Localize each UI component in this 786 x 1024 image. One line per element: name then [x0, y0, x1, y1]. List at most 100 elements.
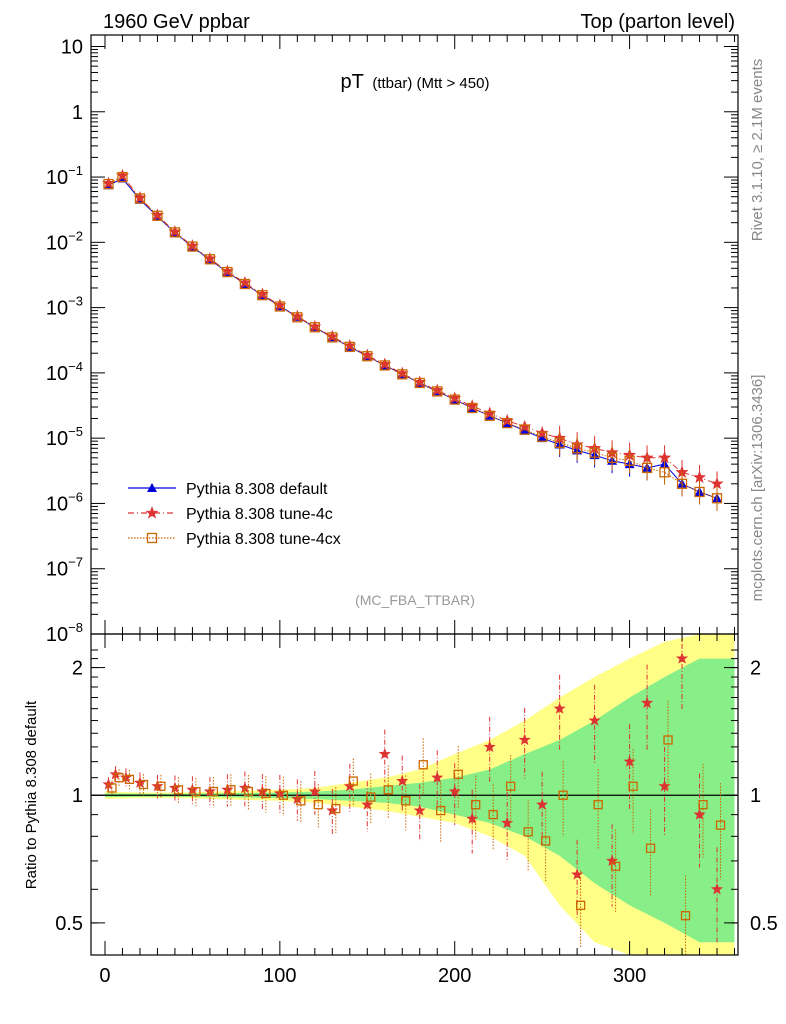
- ratio-point: [296, 796, 306, 806]
- data-point: [659, 467, 670, 478]
- y-tick-label: 1: [72, 102, 83, 124]
- y-tick-label: 10−6: [46, 489, 83, 515]
- data-point: [694, 486, 705, 498]
- data-point: [327, 332, 338, 343]
- data-point: [606, 452, 618, 463]
- y-tick-label: 0.5: [55, 913, 83, 935]
- data-point: [397, 369, 408, 380]
- ratio-point: [308, 785, 321, 797]
- legend-label: Pythia 8.308 tune-4c: [186, 506, 333, 523]
- data-point: [344, 341, 355, 353]
- data-point: [117, 171, 128, 183]
- x-tick-label: 100: [263, 965, 296, 987]
- data-point: [484, 410, 495, 421]
- ratio-point: [124, 774, 135, 785]
- ratio-point: [610, 861, 621, 871]
- ratio-point: [173, 785, 184, 795]
- series-line: [108, 175, 718, 485]
- y-tick-label: 2: [750, 658, 761, 680]
- ratio-point: [553, 702, 566, 714]
- ratio-point: [413, 804, 426, 816]
- data-point: [502, 417, 513, 429]
- ratio-point: [418, 760, 428, 770]
- ratio-marks: [102, 634, 726, 955]
- ratio-point: [645, 843, 656, 853]
- ratio-point: [658, 779, 671, 792]
- ratio-point: [488, 809, 498, 820]
- y-tick-label: 10: [61, 36, 83, 58]
- header-left: 1960 GeV ppbar: [103, 11, 250, 33]
- legend-marker: [147, 483, 157, 492]
- data-point: [169, 227, 181, 238]
- ratio-point: [680, 911, 691, 921]
- data-point: [449, 394, 460, 405]
- y-tick-label: 10−4: [46, 359, 83, 385]
- ratio-point: [191, 786, 201, 797]
- ratio-point: [261, 788, 271, 799]
- frames: [90, 34, 739, 956]
- watermark: (MC_FBA_TTBAR): [355, 592, 475, 608]
- ratio-point: [536, 798, 549, 810]
- data-point: [414, 377, 425, 389]
- data-point: [274, 301, 286, 312]
- ratio-point: [571, 868, 584, 880]
- data-point: [467, 402, 478, 414]
- rivet-label: Rivet 3.1.10, ≥ 2.1M events: [749, 59, 766, 242]
- ratio-point: [348, 776, 358, 786]
- data-point: [519, 425, 530, 435]
- ratio-ylabel: Ratio to Pythia 8.308 default: [23, 700, 40, 889]
- header-right: Top (parton level): [580, 11, 735, 33]
- y-tick-label: 10−8: [46, 620, 83, 646]
- data-point: [519, 424, 530, 435]
- ratio-point: [226, 785, 236, 795]
- series-line: [108, 176, 718, 499]
- main-title: pT (ttbar) (Mtt > 450): [341, 71, 490, 93]
- ratio-point: [466, 812, 479, 824]
- data-point: [204, 254, 216, 265]
- data-point: [571, 443, 583, 454]
- x-tick-label: 0: [99, 965, 110, 987]
- ratio-point: [313, 800, 323, 810]
- ratio-point: [593, 800, 603, 810]
- ratio-point: [575, 900, 586, 910]
- y-tick-label: 10−3: [46, 294, 83, 320]
- x-tick-label: 300: [613, 965, 646, 987]
- data-point: [432, 386, 443, 397]
- data-point: [537, 433, 548, 443]
- ratio-point: [361, 798, 374, 810]
- data-point: [187, 241, 198, 252]
- ratio-point: [518, 733, 531, 746]
- data-point: [537, 431, 548, 442]
- data-point: [362, 351, 373, 362]
- data-point: [589, 447, 600, 458]
- ratio-point: [401, 796, 411, 806]
- y-tick-label: 10−2: [46, 228, 83, 254]
- ratio-point: [331, 803, 341, 814]
- ratio-point: [107, 783, 117, 793]
- data-point: [239, 278, 251, 290]
- data-point: [711, 493, 723, 504]
- ratio-point: [623, 755, 636, 767]
- data-point: [103, 178, 114, 190]
- y-tick-label: 2: [72, 658, 83, 680]
- ratio-point: [453, 769, 463, 780]
- ratio-point: [710, 882, 724, 895]
- data-point: [309, 322, 320, 333]
- main-title-sub: (ttbar) (Mtt > 450): [372, 75, 489, 92]
- y-tick-label: 10−1: [46, 163, 83, 189]
- ratio-point: [558, 790, 568, 800]
- main-title-main: pT: [341, 71, 364, 93]
- ratio-point: [506, 781, 516, 791]
- legend-marker: [146, 532, 158, 544]
- ratio-point: [471, 800, 481, 810]
- ratio-point: [483, 740, 496, 753]
- data-point: [379, 360, 390, 371]
- ratio-point: [278, 790, 289, 800]
- ratio-point: [715, 820, 726, 830]
- ratio-point: [366, 792, 376, 802]
- band-stat: [105, 658, 735, 943]
- data-point: [222, 266, 233, 278]
- ratio-point: [208, 786, 219, 797]
